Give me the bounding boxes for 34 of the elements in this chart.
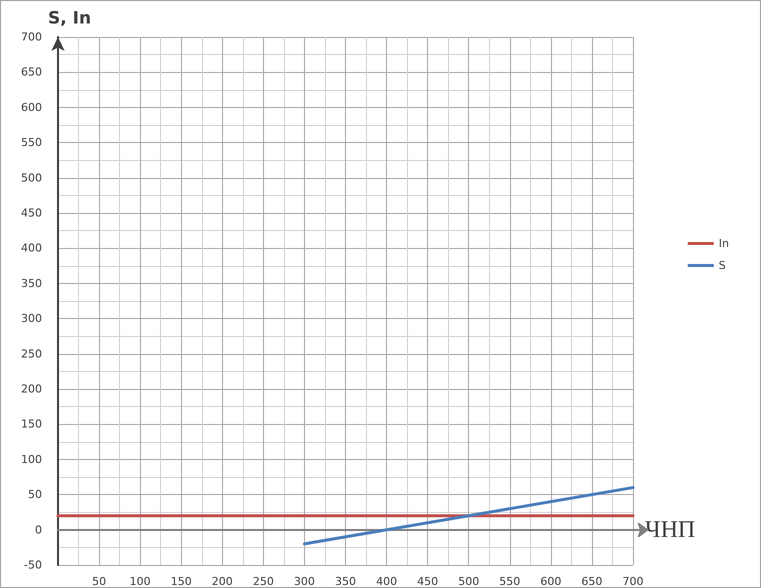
x-tick-label: 150	[170, 575, 192, 588]
x-tick-label: 450	[417, 575, 438, 588]
y-tick-label: 650	[21, 66, 42, 79]
y-tick-label: 300	[21, 312, 42, 326]
y-tick-label: 450	[21, 206, 42, 220]
y-tick-label: 400	[21, 242, 42, 255]
y-tick-label: 0	[35, 523, 42, 536]
x-tick-label: 600	[540, 575, 562, 588]
x-tick-label: 650	[581, 575, 602, 588]
legend-label: S	[718, 259, 726, 272]
x-tick-label: 100	[130, 575, 151, 588]
x-tick-label: 300	[294, 575, 315, 588]
x-tick-label: 50	[92, 575, 106, 588]
x-tick-label: 700	[622, 575, 644, 588]
x-axis-title: ЧНП	[645, 516, 696, 543]
y-tick-label: 500	[21, 171, 42, 184]
x-tick-label: 200	[212, 575, 233, 588]
y-tick-label: 550	[21, 136, 42, 150]
y-tick-label: 600	[21, 100, 42, 114]
x-tick-label: 500	[458, 575, 480, 588]
y-tick-label: -50	[24, 558, 42, 572]
y-tick-label: 350	[21, 276, 42, 290]
y-tick-label: 150	[21, 418, 42, 431]
y-axis-title: S, In	[48, 8, 92, 28]
x-tick-label: 550	[499, 575, 520, 588]
x-tick-label: 250	[252, 575, 274, 588]
y-tick-label: 700	[21, 30, 42, 44]
x-tick-label: 350	[335, 575, 356, 588]
y-tick-label: 200	[21, 382, 42, 396]
y-tick-label: 250	[21, 347, 42, 360]
x-tick-label: 400	[376, 575, 398, 588]
legend-label: In	[718, 237, 730, 250]
y-tick-label: 50	[28, 488, 42, 502]
y-tick-label: 100	[21, 452, 42, 466]
